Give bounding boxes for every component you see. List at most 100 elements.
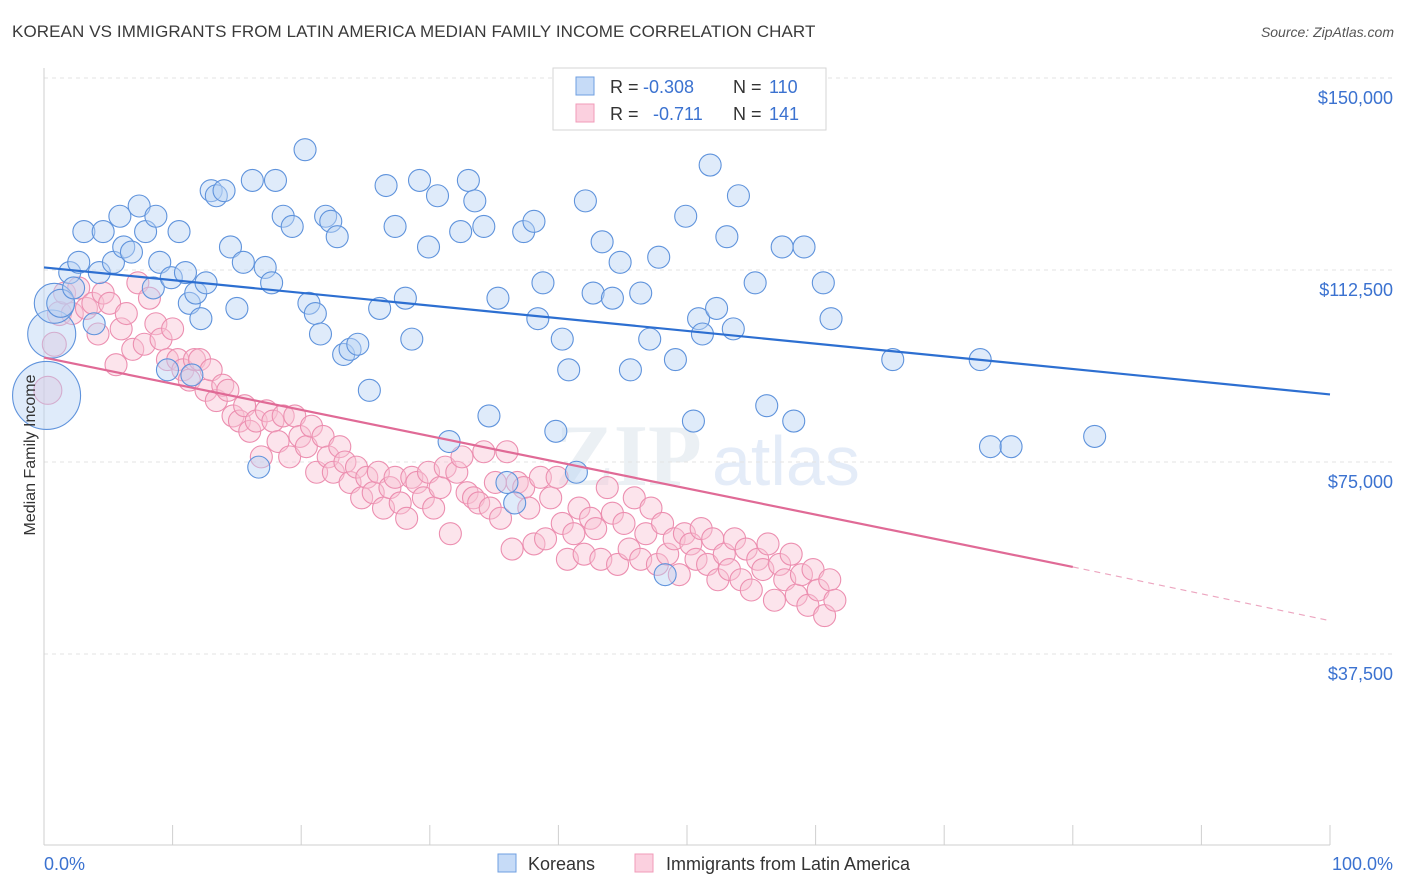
trend-line-latin-extrapolated <box>1072 566 1331 622</box>
latin-point <box>395 506 419 530</box>
trend-lines <box>43 266 1331 622</box>
y-tick-label: $150,000 <box>1318 88 1393 108</box>
korean-point <box>212 179 236 203</box>
korean-point <box>495 470 519 495</box>
x-tick-label-right: 100.0% <box>1332 854 1393 874</box>
korean-point <box>881 348 905 372</box>
latin-point <box>768 552 792 576</box>
latin-point <box>299 414 324 438</box>
latin-point <box>717 557 741 582</box>
korean-point <box>653 563 677 587</box>
korean-point <box>173 261 198 285</box>
latin-point <box>344 455 369 479</box>
korean-point <box>46 288 76 318</box>
korean-point <box>522 209 546 233</box>
korean-point <box>393 286 417 310</box>
latin-point <box>667 563 691 587</box>
korean-point <box>400 327 424 351</box>
tick-labels: $37,500 $75,000 $112,500 $150,000 0.0% 100.0% <box>44 88 1393 874</box>
latin-point <box>271 404 295 428</box>
latin-point <box>278 445 302 469</box>
series-latin-america-points <box>33 271 847 628</box>
korean-point <box>638 327 662 351</box>
korean-point <box>770 235 794 259</box>
korean-point <box>715 225 739 249</box>
korean-point <box>62 276 86 300</box>
korean-point <box>531 271 555 295</box>
korean-point <box>303 301 327 326</box>
latin-point <box>734 537 758 561</box>
korean-point <box>82 312 106 336</box>
korean-point <box>368 296 392 320</box>
latin-point <box>729 568 753 592</box>
korean-point <box>647 245 671 269</box>
latin-point <box>266 429 290 454</box>
korean-point <box>512 220 536 244</box>
latin-point <box>533 527 558 551</box>
stats-n-value-latin: 141 <box>769 104 799 124</box>
korean-point <box>383 214 407 239</box>
latin-point <box>595 476 619 500</box>
korean-point <box>526 307 550 331</box>
korean-point <box>58 261 82 285</box>
korean-point <box>1083 424 1107 448</box>
latin-point <box>545 465 569 489</box>
korean-point <box>180 363 204 387</box>
latin-point <box>639 496 663 520</box>
korean-point <box>449 220 473 244</box>
korean-point <box>218 235 243 259</box>
korean-point <box>159 266 183 290</box>
korean-point <box>687 307 711 331</box>
latin-point <box>383 465 407 489</box>
latin-point <box>723 527 747 551</box>
latin-point <box>488 506 513 530</box>
latin-point <box>428 476 452 500</box>
korean-point <box>141 276 165 300</box>
bottom-legend: Koreans Immigrants from Latin America <box>497 853 911 874</box>
latin-point <box>500 537 524 561</box>
latin-point <box>321 460 345 484</box>
stats-r-value-koreans: -0.308 <box>643 77 694 97</box>
korean-point <box>144 204 168 228</box>
korean-point <box>231 250 255 274</box>
korean-point <box>263 168 288 192</box>
latin-point <box>779 542 803 566</box>
korean-point <box>155 358 180 382</box>
latin-point <box>539 486 563 510</box>
korean-point <box>357 378 381 402</box>
watermark-atlas: atlas <box>712 422 860 500</box>
trend-line-koreans <box>43 266 1331 396</box>
korean-point <box>119 240 143 264</box>
axes <box>43 68 1331 846</box>
korean-point <box>698 153 722 177</box>
korean-point <box>72 220 96 244</box>
korean-point <box>705 296 729 320</box>
latin-point <box>114 301 138 326</box>
korean-point <box>253 255 277 279</box>
korean-point <box>755 394 779 418</box>
latin-point <box>739 578 763 602</box>
korean-point <box>247 455 271 479</box>
korean-point <box>416 235 441 259</box>
latin-point <box>689 517 713 541</box>
korean-point <box>346 332 370 356</box>
korean-point <box>600 286 624 310</box>
korean-point <box>308 322 333 346</box>
korean-point <box>557 358 581 382</box>
latin-point <box>567 496 591 520</box>
korean-point <box>681 409 705 433</box>
legend-label-koreans: Koreans <box>528 854 595 874</box>
y-axis-label: Median Family Income <box>22 374 39 535</box>
korean-point <box>407 168 432 192</box>
korean-point <box>503 491 527 515</box>
latin-point <box>478 496 502 520</box>
trend-line-latin <box>43 356 1074 569</box>
korean-point <box>91 220 115 244</box>
latin-point <box>467 491 491 515</box>
stats-r-value-latin: -0.711 <box>653 104 703 124</box>
stats-legend: R = -0.308 N = 110 R = -0.711 N = 141 <box>552 67 827 131</box>
latin-point <box>806 578 830 602</box>
korean-point <box>472 214 496 239</box>
latin-point <box>562 522 586 546</box>
latin-point <box>328 435 352 459</box>
